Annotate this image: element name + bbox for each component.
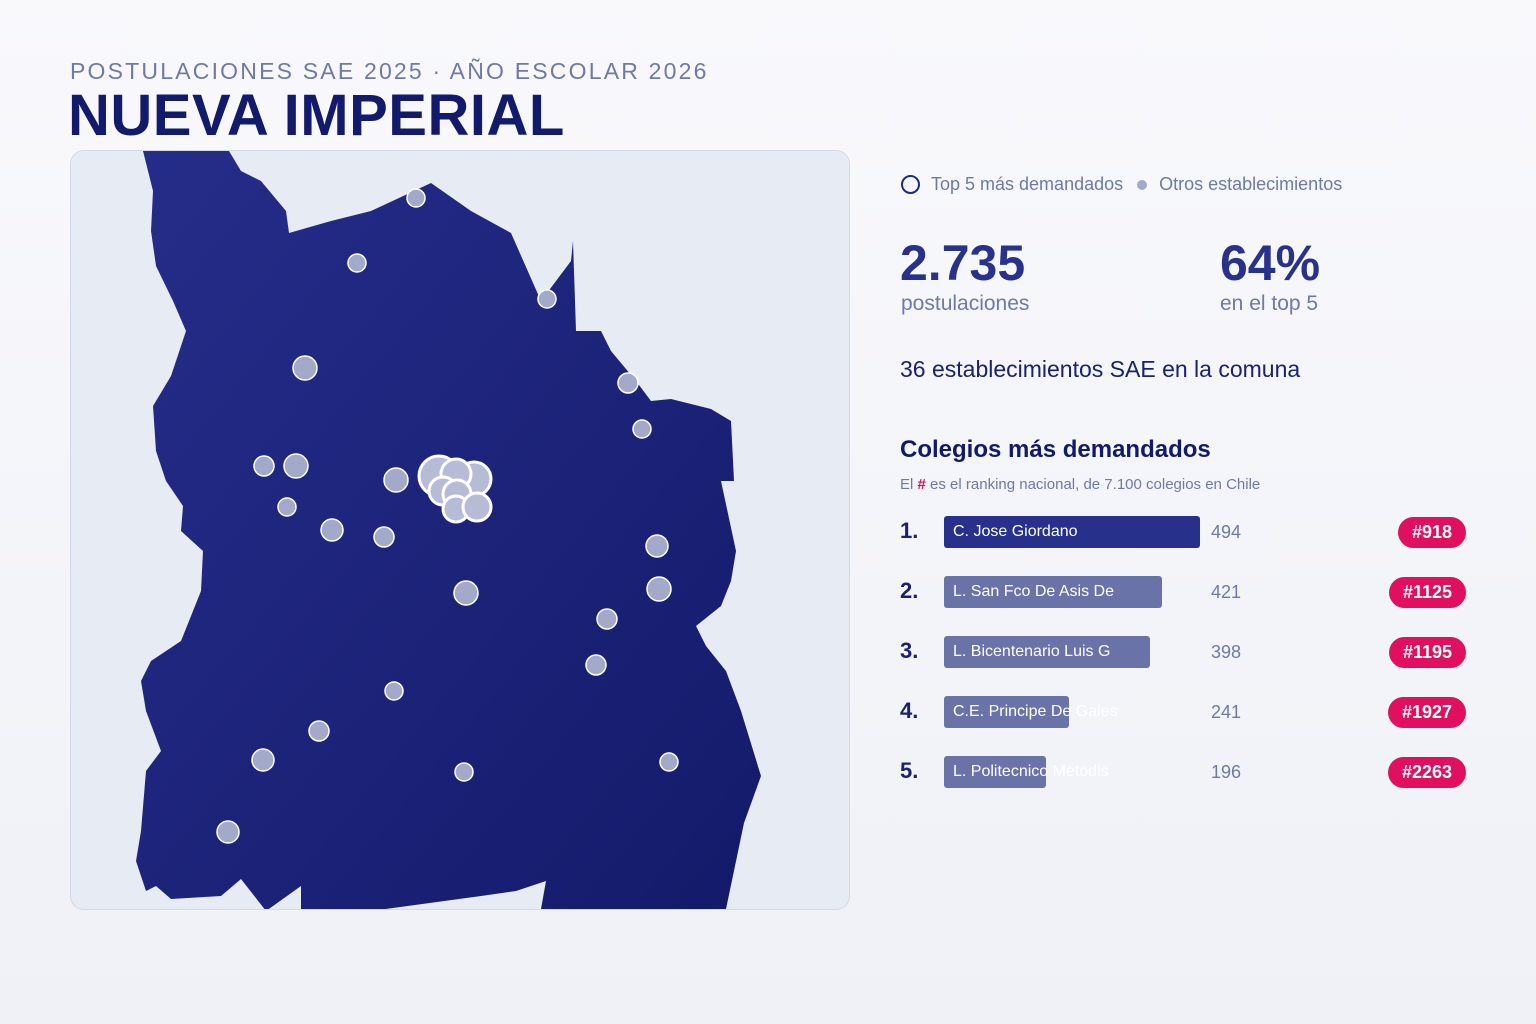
school-marker[interactable]: [308, 720, 330, 742]
school-marker[interactable]: [216, 820, 240, 844]
ranking-row-2[interactable]: 2. L. San Fco De Asis De 421 #1125: [900, 576, 1500, 608]
schools-count: 36 establecimientos SAE en la comuna: [900, 356, 1301, 382]
school-marker[interactable]: [320, 518, 344, 542]
rank-position: 1.: [900, 518, 919, 543]
rank-position: 3.: [900, 638, 919, 663]
others-dot-icon: [1137, 179, 1148, 190]
applications-bar: [944, 516, 1200, 548]
applications-bar: [944, 636, 1150, 668]
top5-share-value: 64%: [1220, 235, 1321, 291]
school-marker[interactable]: [453, 580, 479, 606]
ranking-row-5[interactable]: 5. L. Politecnico Metodis 196 #2263: [900, 756, 1500, 788]
applications-count: 494: [1211, 522, 1242, 542]
applications-bar: [944, 576, 1162, 608]
school-name: C. Jose Giordano: [953, 523, 1078, 540]
map-svg: [136, 151, 761, 909]
applications-count: 241: [1211, 702, 1242, 722]
school-name: L. Politecnico Metodis: [953, 763, 1109, 780]
applications-label: postulaciones: [901, 292, 1030, 315]
ranking-row-4[interactable]: 4. C.E. Principe De Gales 241 #1927: [900, 696, 1500, 728]
national-rank-badge: #2263: [1387, 757, 1466, 788]
school-marker[interactable]: [373, 526, 395, 548]
school-marker[interactable]: [645, 534, 669, 558]
national-rank-badge: #1927: [1387, 697, 1466, 728]
rank-position: 2.: [900, 578, 919, 603]
school-marker[interactable]: [632, 419, 652, 439]
school-marker[interactable]: [251, 748, 275, 772]
map-legend: Top 5 más demandados Otros establecimien…: [901, 174, 1342, 195]
ranking-row-3[interactable]: 3. L. Bicentenario Luis G 398 #1195: [900, 636, 1500, 668]
school-marker[interactable]: [454, 762, 474, 782]
school-marker[interactable]: [659, 752, 679, 772]
page-eyebrow: POSTULACIONES SAE 2025 · AÑO ESCOLAR 202…: [70, 58, 709, 84]
applications-bar: [944, 696, 1069, 728]
ranking-row-1[interactable]: 1. C. Jose Giordano 494 #918: [900, 516, 1500, 548]
ranking-note-prefix: El: [900, 476, 914, 493]
school-marker[interactable]: [617, 372, 639, 394]
school-marker[interactable]: [347, 253, 367, 273]
applications-count: 421: [1211, 582, 1242, 602]
school-marker[interactable]: [277, 497, 297, 517]
rank-position: 5.: [900, 758, 919, 783]
rank-position: 4.: [900, 698, 919, 723]
marker-layer[interactable]: [216, 188, 679, 844]
school-marker[interactable]: [646, 576, 672, 602]
ranking-note: El # es el ranking nacional, de 7.100 co…: [900, 476, 1260, 493]
school-marker[interactable]: [406, 188, 426, 208]
applications-count: 398: [1211, 642, 1242, 662]
school-marker[interactable]: [585, 654, 607, 676]
legend-top5-label: Top 5 más demandados: [931, 174, 1124, 194]
legend-others-label: Otros establecimientos: [1159, 174, 1343, 194]
commune-territory: [136, 151, 761, 909]
school-marker[interactable]: [596, 608, 618, 630]
school-marker[interactable]: [292, 355, 318, 381]
national-rank-badge: #918: [1397, 517, 1466, 548]
top5-share-label: en el top 5: [1220, 292, 1319, 315]
school-marker[interactable]: [384, 681, 404, 701]
ranking-title: Colegios más demandados: [900, 436, 1211, 463]
top5-school-marker[interactable]: [461, 491, 493, 523]
school-name: L. Bicentenario Luis G: [953, 643, 1111, 660]
national-rank-badge: #1195: [1388, 637, 1466, 668]
school-name: L. San Fco De Asis De: [953, 583, 1114, 600]
national-rank-badge: #1125: [1388, 577, 1466, 608]
school-marker[interactable]: [537, 289, 557, 309]
ranking-note-hash: #: [917, 476, 926, 493]
ranking-note-suffix: es el ranking nacional, de 7.100 colegio…: [930, 476, 1261, 493]
applications-bar: [944, 756, 1046, 788]
school-marker[interactable]: [383, 467, 409, 493]
top5-ring-icon: [901, 175, 920, 194]
page-title: NUEVA IMPERIAL: [68, 83, 565, 148]
commune-map[interactable]: [70, 150, 850, 910]
applications-value: 2.735: [900, 235, 1026, 291]
school-name: C.E. Principe De Gales: [953, 703, 1118, 720]
school-marker[interactable]: [253, 455, 275, 477]
school-marker[interactable]: [283, 453, 309, 479]
applications-count: 196: [1211, 762, 1242, 782]
